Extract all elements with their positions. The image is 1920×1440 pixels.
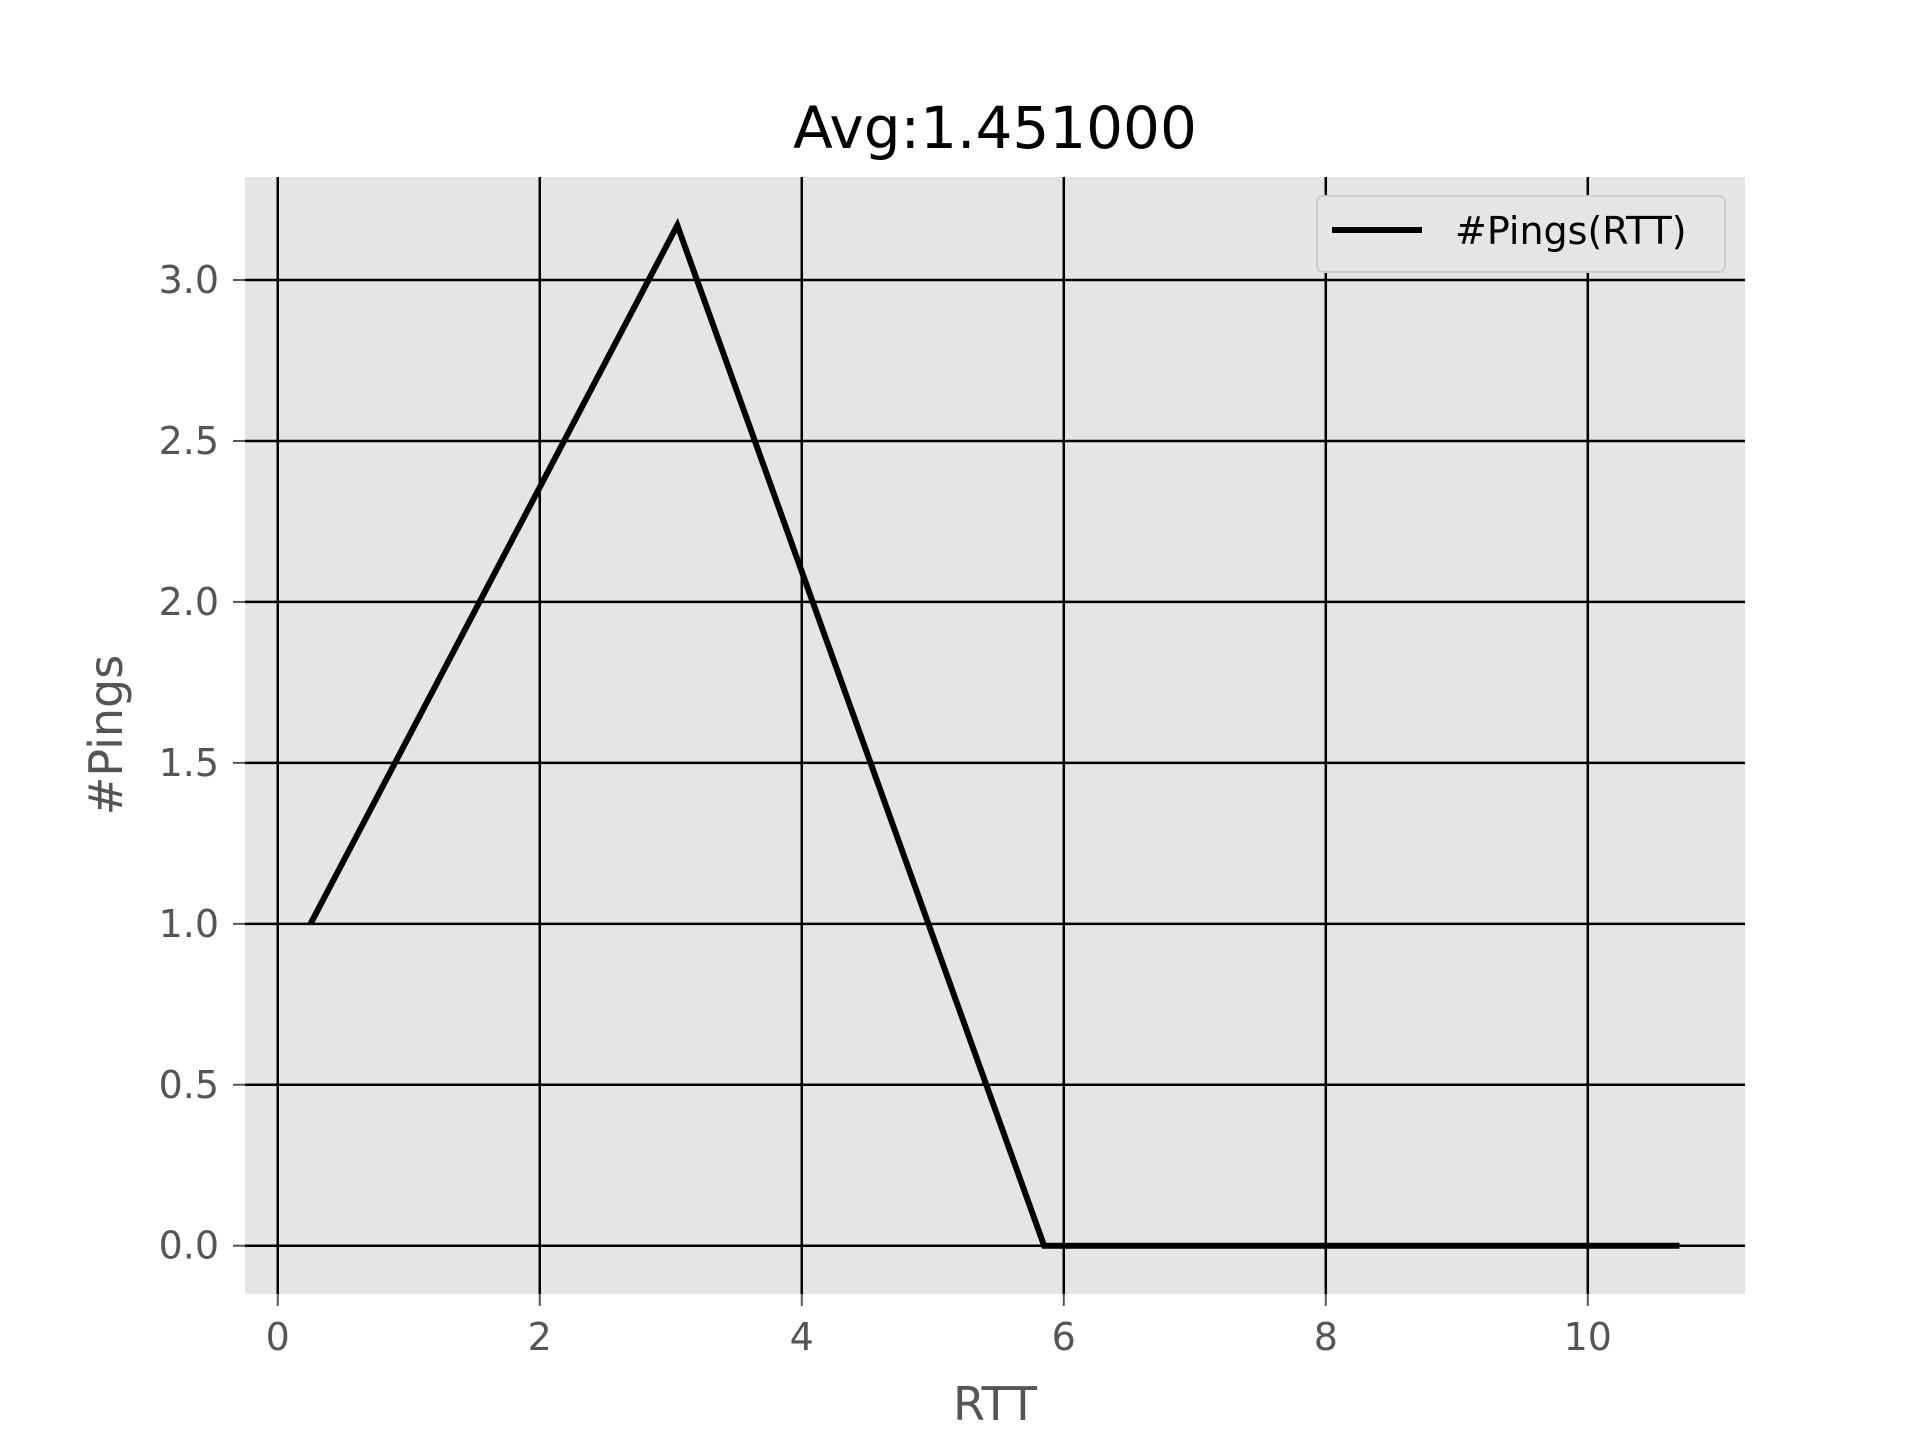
plot-area <box>245 177 1745 1294</box>
y-tick-label: 0.5 <box>159 1063 219 1107</box>
legend-box <box>1316 195 1726 273</box>
x-tick-label: 4 <box>790 1315 814 1359</box>
y-tick-label: 1.0 <box>159 902 219 946</box>
x-tick-label: 10 <box>1564 1315 1612 1359</box>
x-axis-label: RTT <box>953 1377 1038 1431</box>
series-layer <box>307 217 1680 1249</box>
x-tick-label: 0 <box>266 1315 290 1359</box>
x-grid <box>276 177 1590 1294</box>
y-tick-label: 3.0 <box>159 258 219 302</box>
y-grid <box>245 278 1745 1247</box>
y-tick-label: 0.0 <box>159 1224 219 1268</box>
y-tick-label: 1.5 <box>159 741 219 785</box>
x-ticks: 0 2 4 6 8 10 <box>266 1294 1612 1359</box>
series-line <box>307 217 1680 1249</box>
x-tick-label: 8 <box>1314 1315 1338 1359</box>
legend: #Pings(RTT) <box>1316 195 1726 273</box>
y-axis-label: #Pings <box>79 655 133 815</box>
x-tick-label: 6 <box>1052 1315 1076 1359</box>
y-tick-label: 2.0 <box>159 580 219 624</box>
y-ticks: 0.0 0.5 1.0 1.5 2.0 2.5 3.0 <box>159 258 245 1268</box>
x-tick-label: 2 <box>528 1315 552 1359</box>
legend-label: #Pings(RTT) <box>1455 209 1687 253</box>
y-tick-label: 2.5 <box>159 419 219 463</box>
chart-title: Avg:1.451000 <box>793 94 1197 162</box>
